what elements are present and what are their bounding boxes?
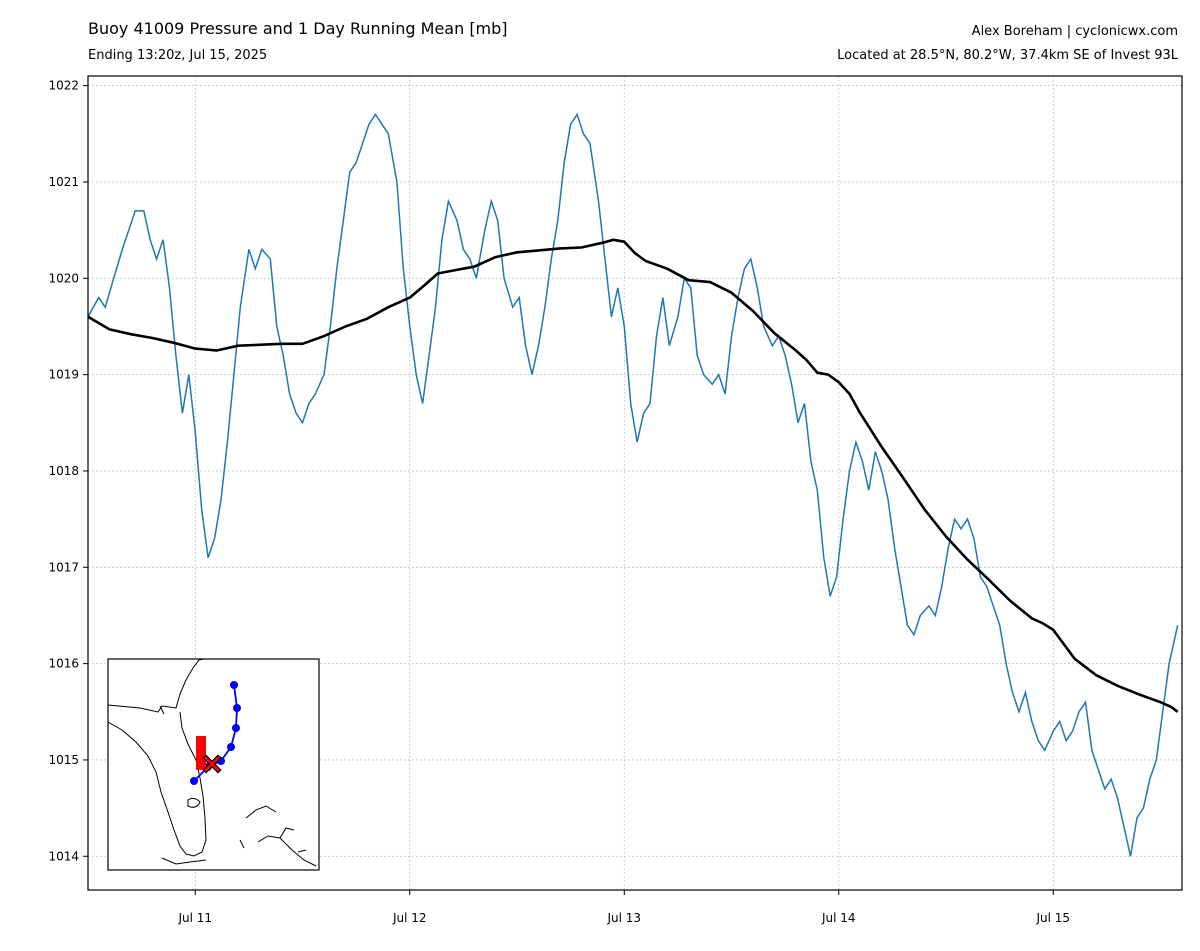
y-tick-label: 1014 xyxy=(48,849,79,863)
track-point xyxy=(233,704,241,712)
buoy-x-fill xyxy=(204,756,220,772)
inset-map xyxy=(107,658,320,871)
buoy-location: Located at 28.5°N, 80.2°W, 37.4km SE of … xyxy=(837,48,1178,63)
y-tick-label: 1017 xyxy=(48,560,79,574)
y-tick-label: 1020 xyxy=(48,271,79,285)
y-tick-label: 1019 xyxy=(48,368,79,382)
y-tick-label: 1022 xyxy=(48,79,79,93)
track-point xyxy=(227,743,235,751)
x-tick-label: Jul 11 xyxy=(177,911,212,925)
running-mean-line xyxy=(87,238,1179,713)
y-tick-label: 1016 xyxy=(48,657,79,671)
x-tick-label: Jul 13 xyxy=(606,911,641,925)
track-point xyxy=(190,777,198,785)
y-tick-label: 1015 xyxy=(48,753,79,767)
y-tick-label: 1021 xyxy=(48,175,79,189)
author-credit: Alex Boreham | cyclonicwx.com xyxy=(971,24,1178,39)
axis-ticks: 1014 1015 1016 1017 1018 1019 1020 1021 1022 Jul … xyxy=(48,79,1070,925)
pressure-line xyxy=(87,112,1179,857)
x-tick-label: Jul 15 xyxy=(1036,911,1071,925)
y-tick-label: 1018 xyxy=(48,464,79,478)
x-tick-label: Jul 12 xyxy=(392,911,427,925)
plot-frame xyxy=(87,75,1183,891)
inset-frame xyxy=(107,658,320,871)
chart-subtitle: Ending 13:20z, Jul 15, 2025 xyxy=(88,48,268,63)
x-tick-label: Jul 14 xyxy=(821,911,856,925)
series-layer xyxy=(87,112,1179,857)
track-point xyxy=(232,724,240,732)
pressure-bar-marker xyxy=(196,736,206,770)
buoy-x-marker xyxy=(202,754,222,774)
chart-title: Buoy 41009 Pressure and 1 Day Running Me… xyxy=(88,19,508,38)
track-point xyxy=(230,681,238,689)
